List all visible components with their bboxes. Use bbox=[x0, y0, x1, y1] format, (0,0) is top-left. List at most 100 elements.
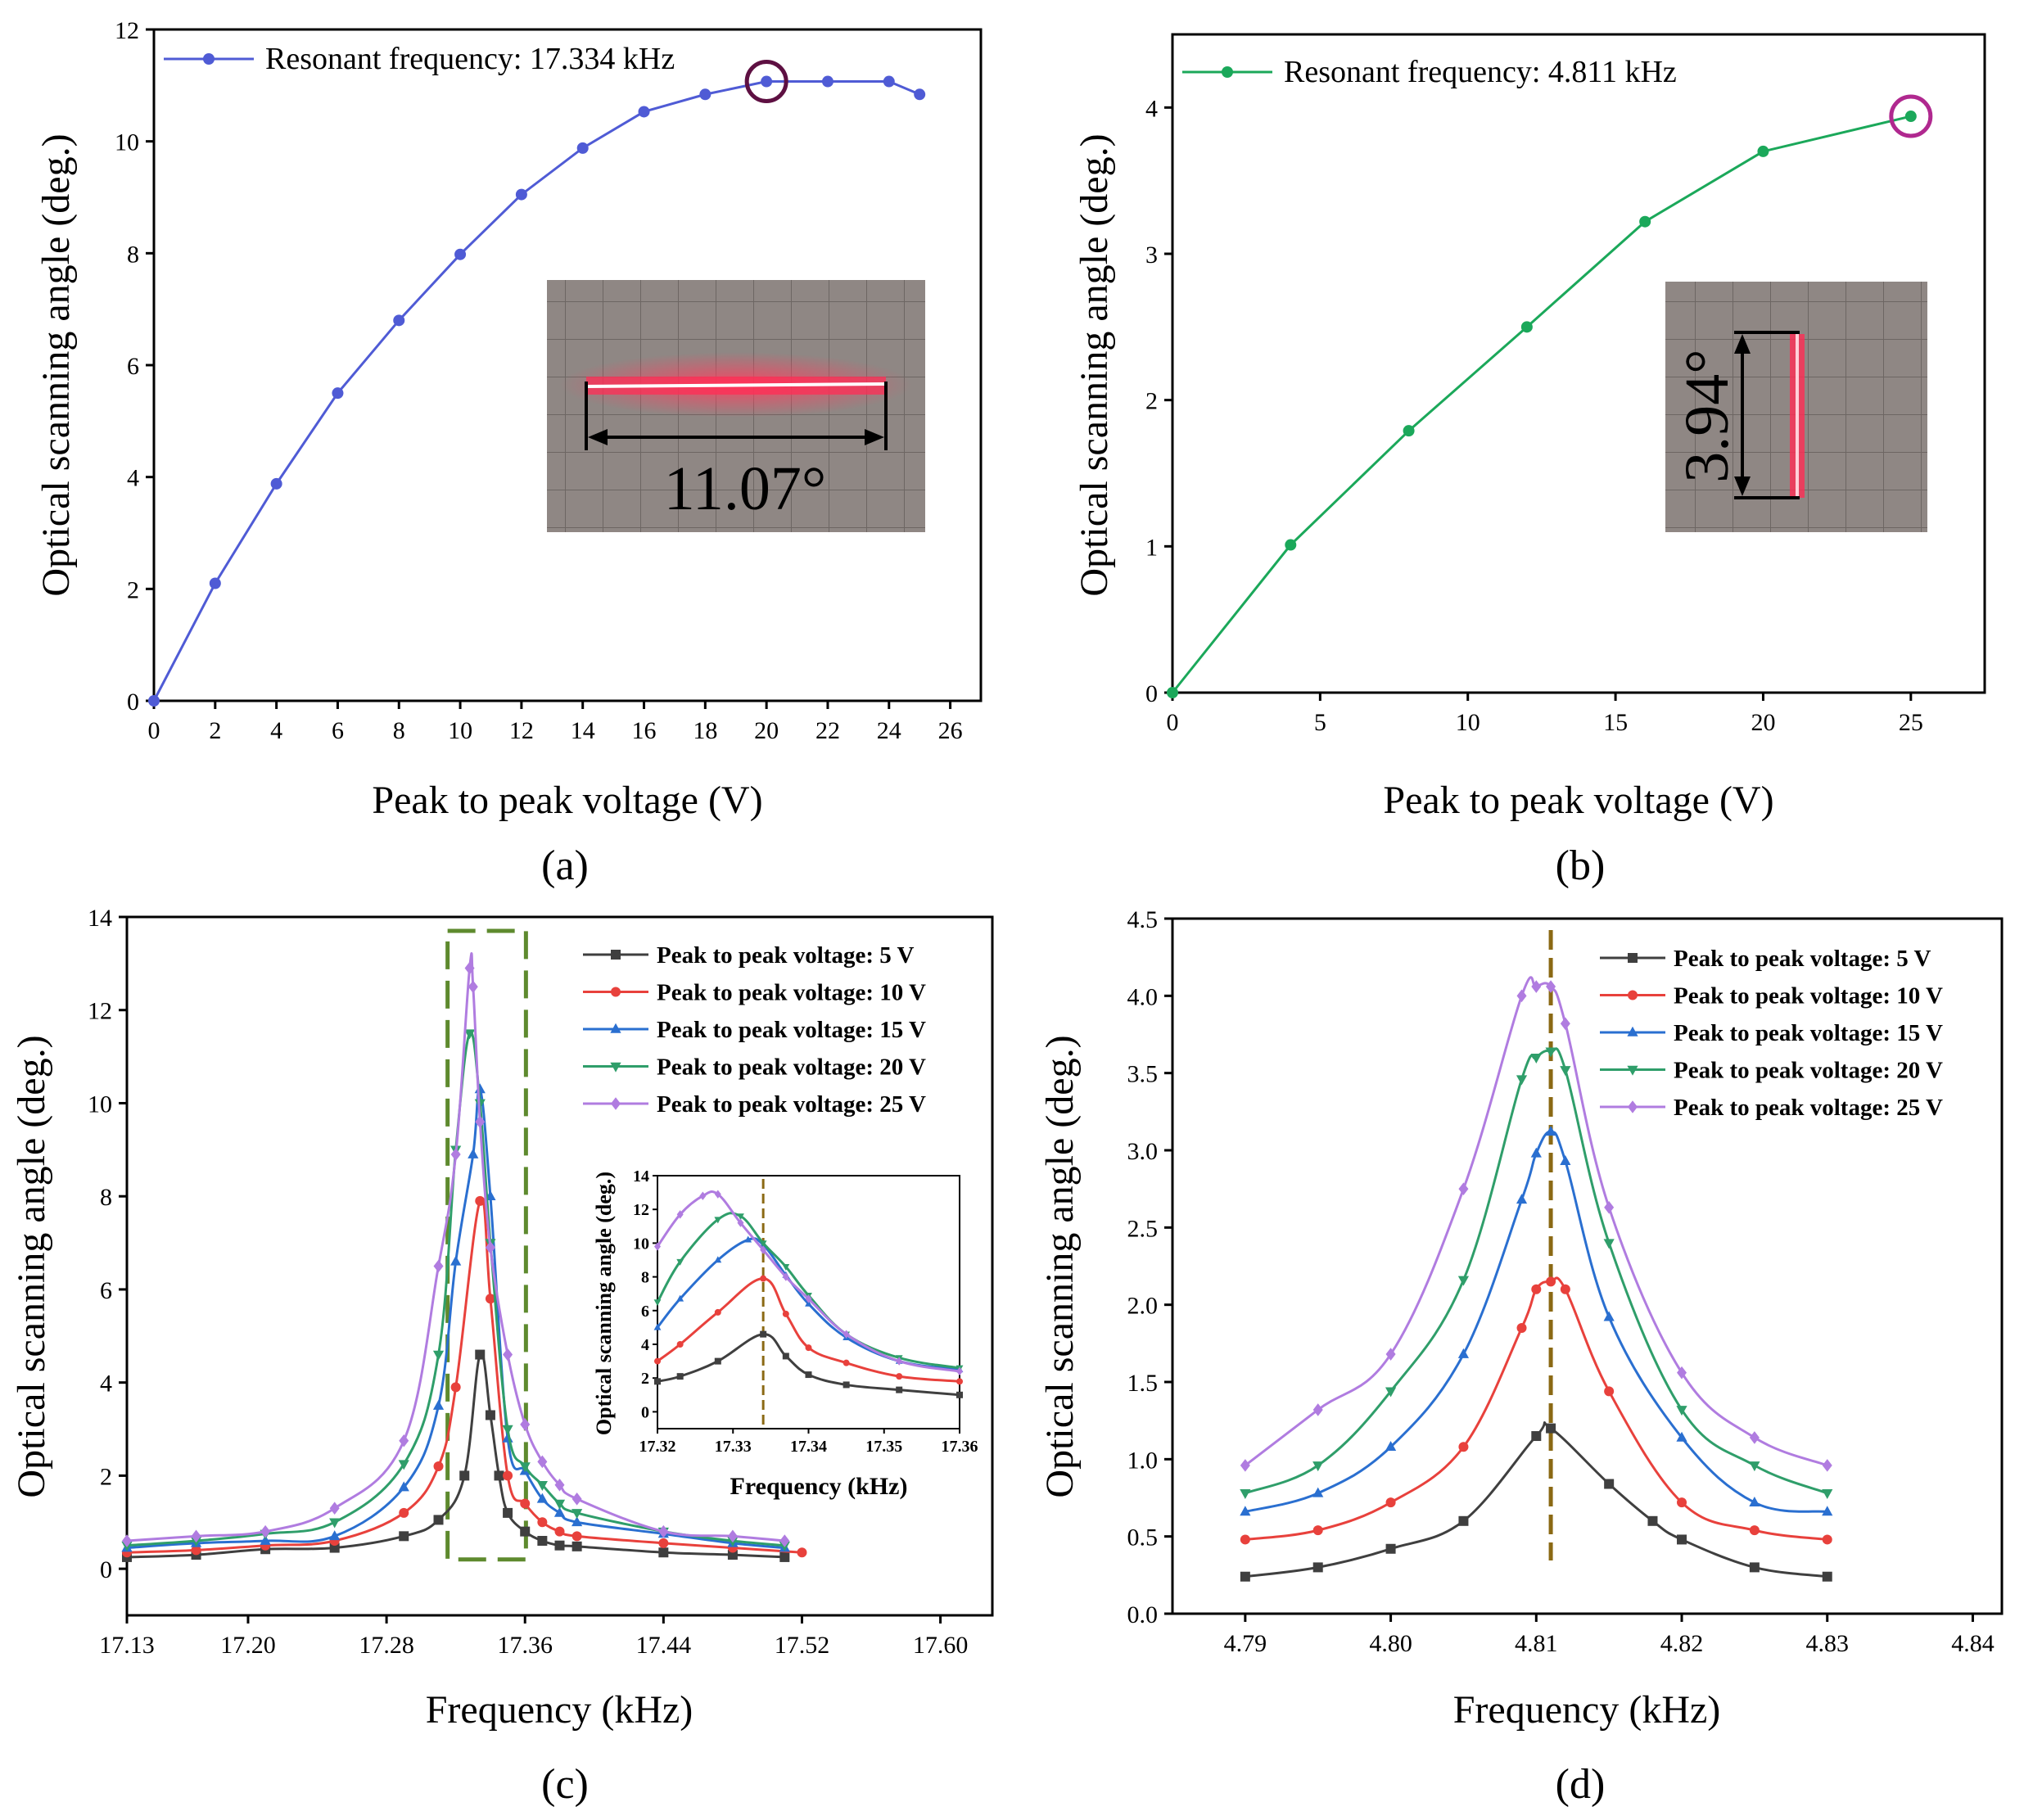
data-point bbox=[1457, 1276, 1470, 1286]
series-line bbox=[1244, 976, 1828, 1467]
data-point bbox=[1531, 980, 1542, 993]
inset-data-point bbox=[737, 1218, 744, 1227]
data-point bbox=[1312, 1403, 1323, 1416]
series-5 bbox=[1240, 976, 1832, 1472]
legend-label: Resonant frequency: 17.334 kHz bbox=[265, 42, 675, 76]
y-axis-label: Optical scanning angle (deg.) bbox=[10, 1035, 53, 1497]
inset-y-tick-label: 10 bbox=[633, 1235, 649, 1253]
legend-marker bbox=[1628, 1100, 1638, 1113]
data-point bbox=[1749, 1431, 1760, 1444]
data-point bbox=[571, 1531, 582, 1542]
x-tick-label: 15 bbox=[1603, 709, 1628, 736]
inset-data-point bbox=[744, 1235, 752, 1243]
data-point bbox=[571, 1541, 582, 1551]
x-tick-label: 0 bbox=[1167, 709, 1179, 736]
data-point bbox=[485, 1240, 495, 1254]
x-tick-label: 17.52 bbox=[775, 1632, 830, 1659]
legend-label: Peak to peak voltage: 20 V bbox=[1674, 1058, 1943, 1084]
data-point bbox=[537, 1536, 548, 1547]
data-point bbox=[432, 1350, 445, 1361]
data-point bbox=[571, 1509, 583, 1520]
inset-y-tick-label: 2 bbox=[641, 1370, 649, 1388]
data-point bbox=[1604, 1201, 1615, 1214]
x-tick-label: 26 bbox=[938, 717, 963, 744]
data-point bbox=[1285, 539, 1297, 551]
y-tick-label: 6 bbox=[100, 1277, 112, 1304]
inset-y-tick-label: 0 bbox=[641, 1403, 649, 1421]
x-tick-label: 4.80 bbox=[1369, 1630, 1412, 1657]
data-point bbox=[576, 142, 589, 154]
inset-data-point bbox=[654, 1357, 661, 1365]
data-point bbox=[537, 1517, 548, 1528]
data-point bbox=[1676, 1406, 1687, 1416]
data-point bbox=[571, 1493, 582, 1506]
legend-marker bbox=[610, 1023, 621, 1033]
data-point bbox=[1560, 1155, 1571, 1166]
data-point bbox=[468, 980, 478, 994]
data-point bbox=[1531, 1284, 1542, 1294]
data-point bbox=[1240, 1459, 1250, 1472]
data-point bbox=[1560, 1017, 1570, 1031]
data-point bbox=[464, 961, 475, 975]
series-line bbox=[1245, 1420, 1827, 1578]
x-tick-label: 20 bbox=[754, 717, 779, 744]
inset-data-point bbox=[714, 1308, 721, 1316]
data-point bbox=[554, 1540, 565, 1551]
data-point bbox=[1458, 1442, 1469, 1452]
data-point bbox=[779, 1551, 790, 1562]
inset-y-tick-label: 12 bbox=[633, 1201, 649, 1219]
inset-data-point bbox=[654, 1242, 661, 1251]
panel-label: (b) bbox=[1556, 842, 1606, 889]
inset-series-1 bbox=[654, 1330, 963, 1398]
series-1 bbox=[1167, 111, 1917, 698]
legend-label: Peak to peak voltage: 5 V bbox=[1674, 946, 1931, 972]
x-tick-label: 4.79 bbox=[1224, 1630, 1267, 1657]
series-line bbox=[126, 952, 785, 1542]
y-tick-label: 4.5 bbox=[1127, 906, 1159, 933]
data-point bbox=[1677, 1366, 1687, 1380]
data-point bbox=[1822, 1489, 1833, 1500]
data-point bbox=[1749, 1496, 1760, 1506]
x-axis-label: Peak to peak voltage (V) bbox=[1383, 779, 1773, 822]
data-point bbox=[520, 1498, 531, 1509]
data-point bbox=[468, 1148, 479, 1158]
data-point bbox=[260, 1534, 271, 1545]
data-point bbox=[459, 1470, 470, 1481]
data-point bbox=[1385, 1441, 1397, 1452]
x-tick-label: 16 bbox=[632, 717, 657, 744]
inset-series-line bbox=[656, 1212, 960, 1370]
data-point bbox=[520, 1418, 531, 1431]
x-tick-label: 8 bbox=[393, 717, 405, 744]
y-tick-label: 0.0 bbox=[1127, 1601, 1159, 1628]
data-point bbox=[1749, 1525, 1760, 1536]
data-point bbox=[1312, 1562, 1323, 1573]
y-tick-label: 0 bbox=[127, 689, 139, 716]
panel-label: (a) bbox=[541, 842, 589, 889]
inset-data-point bbox=[653, 1323, 662, 1330]
data-point bbox=[1904, 111, 1917, 123]
data-point bbox=[1749, 1562, 1760, 1573]
data-point bbox=[554, 1526, 565, 1537]
inset-data-point bbox=[896, 1386, 903, 1393]
inset-x-tick-label: 17.33 bbox=[715, 1438, 752, 1456]
data-point bbox=[398, 1460, 409, 1470]
inset-x-tick-label: 17.35 bbox=[865, 1438, 902, 1456]
y-tick-label: 1 bbox=[1145, 534, 1158, 561]
y-tick-label: 3.5 bbox=[1127, 1061, 1159, 1088]
data-point bbox=[393, 314, 405, 327]
legend-label: Peak to peak voltage: 15 V bbox=[1674, 1020, 1943, 1046]
y-tick-label: 6 bbox=[127, 353, 139, 380]
inset-y-axis-label: Optical scanning angle (deg.) bbox=[592, 1172, 616, 1435]
data-point bbox=[475, 1195, 486, 1206]
data-point bbox=[433, 1259, 444, 1273]
y-tick-label: 1.5 bbox=[1127, 1370, 1159, 1397]
data-point bbox=[503, 1507, 513, 1518]
data-point bbox=[1822, 1571, 1832, 1582]
data-point bbox=[450, 1148, 461, 1161]
data-point bbox=[398, 1481, 409, 1492]
y-axis-label: Optical scanning angle (deg.) bbox=[1073, 133, 1116, 596]
data-point bbox=[399, 1434, 409, 1447]
y-tick-label: 8 bbox=[100, 1184, 112, 1211]
data-point bbox=[270, 477, 282, 490]
